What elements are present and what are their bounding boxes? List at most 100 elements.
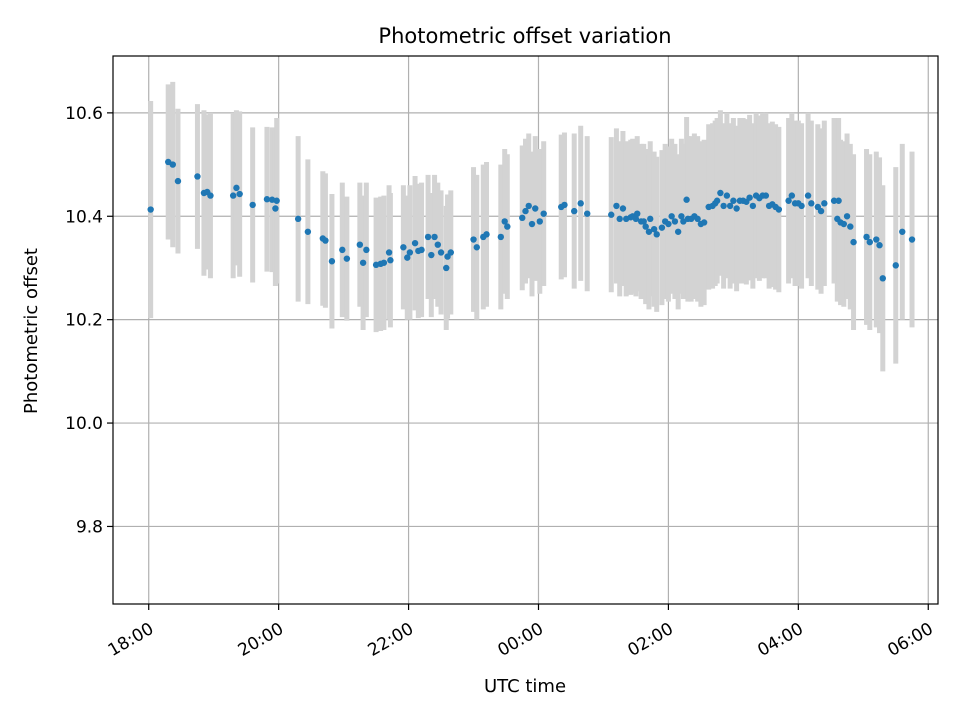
data-point (733, 205, 740, 212)
data-point (483, 231, 490, 238)
data-point (418, 246, 425, 254)
data-point (798, 202, 805, 210)
data-point (645, 228, 653, 235)
data-point (749, 202, 757, 210)
data-point (532, 205, 539, 212)
data-point (821, 200, 828, 207)
data-point (174, 177, 182, 185)
data-point (892, 262, 899, 269)
data-point (671, 218, 679, 225)
data-point (519, 214, 526, 222)
data-point (504, 223, 511, 230)
data-point (634, 210, 641, 217)
data-point (207, 192, 214, 199)
data-point (835, 197, 842, 204)
data-point (406, 249, 414, 256)
data-point (847, 223, 854, 230)
data-points (147, 158, 916, 282)
y-tick-label: 10.4 (65, 207, 103, 227)
data-point (678, 213, 685, 220)
data-point (726, 202, 734, 210)
data-point (229, 192, 237, 199)
data-point (850, 238, 857, 246)
data-point (713, 197, 721, 204)
data-point (694, 215, 701, 223)
data-point (322, 237, 329, 244)
data-point (385, 249, 393, 256)
data-point (876, 242, 883, 249)
data-point (470, 236, 477, 243)
data-point (908, 236, 916, 243)
data-point (674, 228, 682, 235)
data-point (683, 196, 690, 203)
data-point (194, 173, 201, 180)
data-point (528, 220, 536, 228)
data-point (497, 233, 505, 241)
data-point (840, 220, 848, 228)
data-point (431, 233, 438, 241)
data-point (665, 220, 672, 228)
data-point (522, 207, 529, 215)
data-point (343, 255, 351, 262)
data-point (632, 215, 640, 223)
data-point (879, 275, 886, 282)
data-point (650, 225, 658, 233)
data-point (147, 206, 154, 213)
data-point (762, 192, 770, 199)
data-point (613, 202, 620, 210)
data-point (424, 233, 432, 241)
data-point (785, 197, 792, 204)
data-point (263, 196, 271, 203)
data-point (328, 258, 336, 265)
y-tick-label: 9.8 (76, 517, 103, 537)
data-point (808, 200, 815, 207)
data-point (899, 228, 906, 235)
data-point (400, 244, 407, 251)
data-point (272, 205, 279, 212)
data-point (746, 194, 753, 201)
data-point (294, 215, 302, 223)
data-point (411, 239, 419, 247)
data-point (447, 249, 454, 256)
data-point (730, 197, 737, 204)
data-point (304, 228, 312, 235)
data-point (249, 201, 256, 209)
data-point (561, 201, 568, 209)
data-point (339, 246, 346, 254)
data-point (647, 215, 654, 223)
data-point (873, 236, 880, 243)
y-tick-label: 10.6 (65, 104, 103, 124)
data-point (658, 224, 666, 231)
data-point (804, 192, 812, 199)
data-point (640, 218, 647, 225)
data-point (577, 200, 584, 207)
data-point (608, 211, 615, 218)
data-point (642, 223, 649, 230)
data-point (434, 241, 442, 248)
data-point (233, 184, 240, 192)
data-point (443, 264, 450, 272)
data-point (540, 210, 547, 217)
data-point (616, 215, 623, 223)
data-point (571, 207, 578, 215)
y-tick-label: 10.2 (65, 311, 103, 331)
data-point (356, 241, 364, 248)
data-point (437, 249, 445, 256)
y-tick-label: 10.0 (65, 414, 103, 434)
data-point (584, 210, 591, 217)
data-point (817, 207, 825, 215)
data-point (169, 161, 176, 168)
data-point (380, 259, 388, 266)
data-point (273, 197, 280, 204)
data-point (473, 244, 480, 251)
y-axis-label: Photometric offset (21, 248, 42, 414)
data-point (428, 251, 435, 259)
x-axis-label: UTC time (484, 676, 566, 697)
data-point (843, 213, 851, 220)
data-point (359, 259, 367, 266)
data-point (525, 202, 532, 210)
axes-frame (112, 55, 939, 605)
data-point (501, 218, 508, 225)
